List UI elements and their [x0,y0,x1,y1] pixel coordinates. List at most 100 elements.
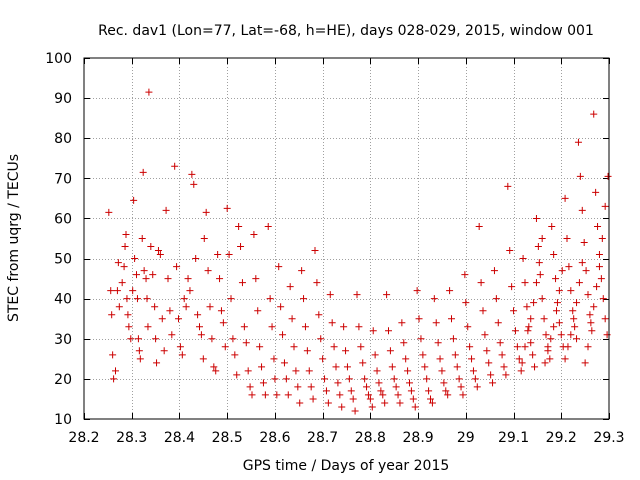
data-point [373,367,381,375]
data-point [288,315,296,323]
data-point [160,347,168,355]
data-point [473,383,481,391]
data-point [319,355,327,363]
data-point [266,295,274,303]
data-point [114,259,122,267]
data-point [413,287,421,295]
data-point [154,247,162,255]
data-point [134,335,142,343]
data-point [406,379,413,387]
data-point [254,307,262,315]
data-point [471,375,479,383]
data-point [567,331,575,339]
data-point [578,259,586,267]
data-point [200,235,208,242]
y-tick-label: 50 [54,252,72,268]
data-point [248,391,256,399]
data-point [411,403,419,411]
data-point [259,379,267,387]
data-point [138,235,146,242]
data-point [580,239,588,247]
data-point [326,291,334,299]
data-point [388,363,396,371]
data-point [383,291,391,299]
x-tick-label: 28.8 [355,430,386,446]
data-point [282,375,290,383]
data-point [419,351,427,359]
data-point [275,263,283,271]
data-point [110,375,118,383]
data-point [468,355,476,363]
data-point [575,279,583,287]
data-point [184,275,192,283]
data-point [118,279,126,287]
data-point [225,251,233,259]
data-point [322,387,330,395]
data-point [217,307,225,315]
data-point [129,287,137,295]
data-point [242,339,250,347]
data-point [464,323,472,331]
data-point [324,399,332,407]
data-point [202,208,210,216]
data-point [524,327,532,335]
data-point [407,387,415,395]
data-point [530,299,538,307]
data-point [404,367,412,375]
x-axis-label: GPS time / Days of year 2015 [243,458,450,474]
data-point [485,359,493,367]
data-point [173,263,181,271]
data-point [398,319,406,327]
data-point [321,375,329,383]
data-point [523,303,531,311]
data-point [534,243,542,251]
data-point [151,303,159,311]
data-point [143,295,151,303]
data-point [593,283,601,291]
data-point [570,315,578,323]
data-point [573,299,581,307]
y-tick-label: 10 [54,412,72,428]
data-point [483,347,491,355]
data-point [428,399,436,407]
data-point [210,363,218,371]
y-tick-label: 100 [45,51,72,67]
data-point [214,251,222,259]
data-point [567,287,575,295]
data-point [531,363,539,371]
data-point [244,367,252,375]
data-point [394,391,402,399]
data-point [448,315,455,323]
data-point [518,359,526,367]
data-point [194,311,202,319]
data-point [481,331,489,339]
data-point [296,399,304,407]
data-point [178,351,186,359]
data-point [261,391,269,399]
data-point [286,283,294,291]
data-point [361,375,369,383]
data-point [238,279,246,287]
data-point [582,267,590,275]
data-point [355,323,363,331]
data-point [409,395,417,403]
data-point [547,335,555,343]
data-point [284,391,292,399]
data-point [305,367,313,375]
data-point [553,299,561,307]
data-point [294,383,302,391]
data-point [492,295,500,303]
data-point [298,267,306,275]
data-point [182,303,190,311]
data-point [535,259,543,267]
data-point [392,383,400,391]
data-point [548,222,556,230]
data-point [192,255,200,263]
y-tick-label: 30 [54,332,72,348]
data-point [475,222,483,230]
data-point [149,271,157,279]
data-point [381,399,389,407]
data-point [563,235,571,242]
data-point [105,208,113,216]
data-point [586,311,594,319]
